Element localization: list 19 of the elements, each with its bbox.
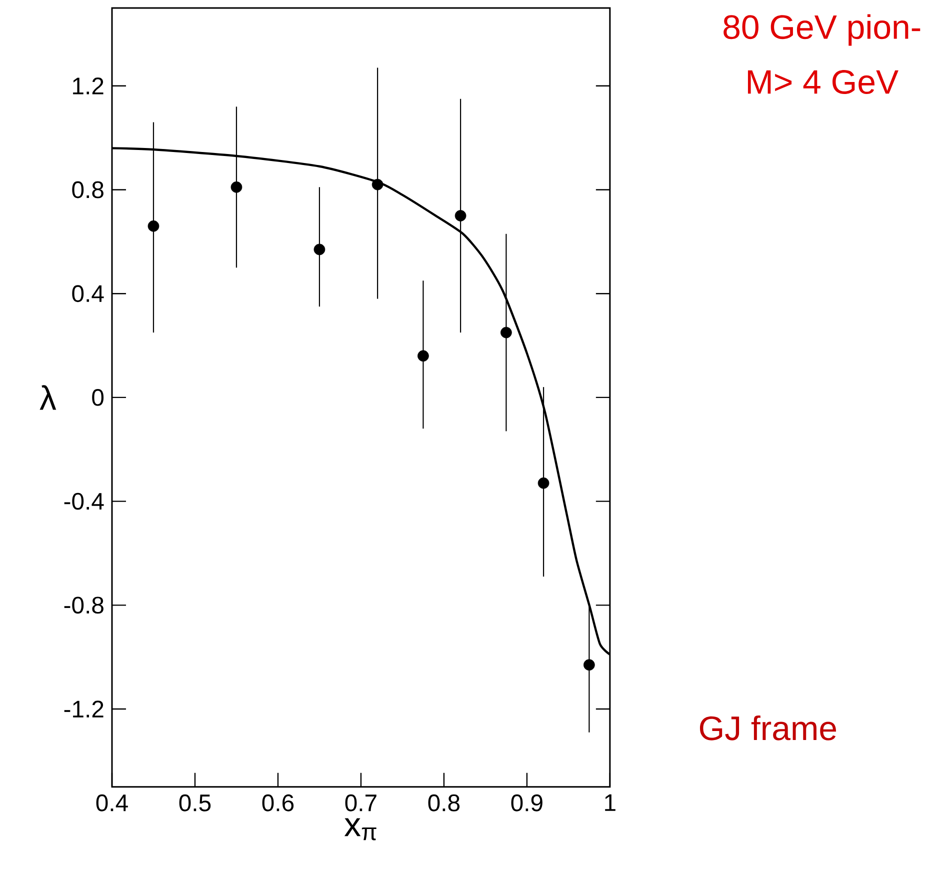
x-tick-label: 0.7 [345, 794, 376, 812]
y-tick-label: -0.4 [64, 492, 104, 510]
y-tick-label: 0.8 [72, 181, 104, 198]
text: 80 GeV pion- [724, 14, 920, 46]
text: GJ frame [700, 716, 836, 740]
y-tick-label: -1.2 [64, 700, 104, 718]
y-tick-label: -0.8 [64, 596, 104, 614]
x-tick-label: 1 [605, 794, 616, 811]
y-tick-label: 0 [92, 389, 104, 406]
x-axis-title: x$_{π}$ [344, 818, 376, 840]
text: M> 4 GeV [748, 70, 898, 94]
x-tick-label: 0.9 [511, 794, 542, 812]
x-tick-label: 0.6 [262, 794, 294, 812]
x-tick-label: 0.5 [179, 794, 211, 812]
x-tick-label: 0.4 [96, 794, 128, 812]
y-tick-label: 0.4 [72, 285, 104, 302]
y-axis-title: λ [40, 385, 56, 410]
x-tick-label: 0.8 [428, 794, 460, 812]
y-tick-label: 1.2 [73, 78, 104, 94]
